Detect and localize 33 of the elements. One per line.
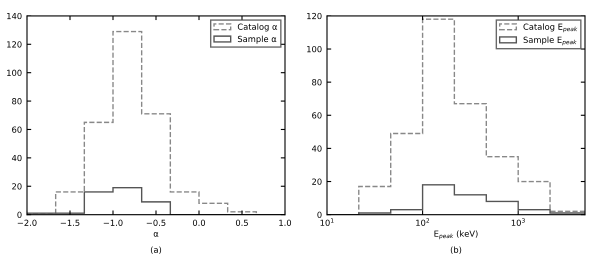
x-tick-label: 10$^{2}$ [416,218,430,226]
x-tick-label: 0.0 [192,220,206,226]
y-tick-label: 0 [17,212,22,218]
y-tick-label: 40 [312,145,322,152]
y-tick-label: 100 [307,46,322,52]
x-tick-label: 1.0 [279,220,292,226]
x-tick-label: −2.0 [18,220,37,226]
x-axis-title: α [154,232,158,237]
y-tick-label: 20 [12,183,22,190]
y-tick-label: 80 [12,98,22,104]
x-tick-label: 0.5 [236,220,248,226]
legend-label: Catalog α [238,23,278,32]
text: (a) [150,246,162,254]
x-axis-title: E$_{peak}$ (keV) [434,230,478,240]
y-tick-label: 20 [312,178,322,185]
y-tick-label: 120 [7,41,22,48]
y-tick-label: 80 [312,79,322,86]
x-tick-label: 10$^{3}$ [512,218,525,226]
x-tick-label: 10$^{1}$ [320,218,334,226]
y-tick-label: 40 [12,154,22,162]
y-tick-label: 60 [12,126,22,133]
y-tick-label: 140 [7,12,22,20]
y-tick-label: 60 [312,112,322,119]
x-tick-label: −0.5 [146,220,166,226]
legend-label: Catalog E$_{peak}$ [523,23,578,32]
x-tick-label: −1.5 [60,220,80,226]
y-tick-label: 120 [307,12,322,20]
text: (b) [450,246,462,254]
legend-label: Sample E$_{peak}$ [524,36,577,46]
legend-label: Sample α [238,36,276,44]
x-tick-label: −1.0 [104,220,123,226]
y-tick-label: 0 [317,212,322,218]
y-tick-label: 100 [7,70,22,76]
